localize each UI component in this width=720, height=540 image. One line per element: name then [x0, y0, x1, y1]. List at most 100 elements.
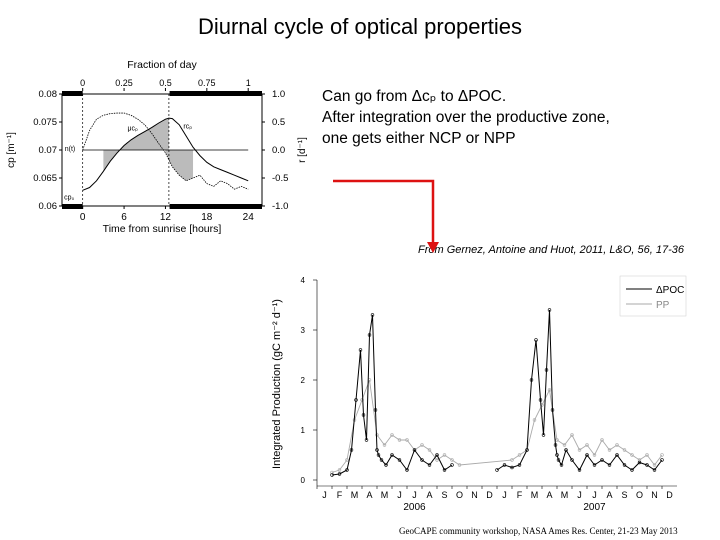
- month-tick-label: J: [412, 490, 417, 500]
- note-line-2: After integration over the productive zo…: [322, 109, 610, 126]
- dpoc-point: [384, 463, 388, 467]
- y-left-axis-label: cp [m⁻¹]: [6, 132, 17, 168]
- pp-point: [435, 458, 439, 462]
- dpoc-point: [577, 468, 582, 472]
- dpoc-point: [585, 453, 589, 457]
- dpoc-point: [547, 308, 552, 312]
- month-tick-label: S: [441, 490, 447, 500]
- legend-label-pp: PP: [656, 300, 670, 311]
- pp-point: [562, 443, 567, 447]
- x-axis-label: Time from sunrise [hours]: [103, 223, 222, 235]
- dpoc-point: [349, 448, 354, 452]
- dpoc-point: [645, 463, 649, 467]
- dpoc-point: [358, 348, 363, 352]
- note-line-1: Can go from Δcₚ to ΔPOC.: [322, 88, 507, 105]
- dpoc-point: [538, 398, 543, 402]
- y-tick-label: 2: [301, 376, 306, 385]
- month-tick-label: D: [486, 490, 493, 500]
- y-left-tick-label: 0.06: [39, 201, 58, 212]
- r-series-line: [82, 112, 249, 190]
- pp-point: [645, 453, 649, 457]
- year-label-2007: 2007: [583, 502, 606, 513]
- footer: GeoCAPE community workshop, NASA Ames Re…: [399, 526, 678, 536]
- dpoc-point: [495, 468, 499, 472]
- dpoc-point: [553, 443, 558, 447]
- pp-point: [390, 433, 394, 437]
- x-top-tick-label: 0.5: [159, 78, 172, 88]
- dpoc-point: [330, 473, 334, 477]
- y-left-tick-label: 0.08: [39, 89, 58, 100]
- month-tick-label: J: [577, 490, 582, 500]
- x-tick-label: 0: [80, 212, 86, 223]
- pp-point: [652, 463, 657, 467]
- annotation-label: rcₚ: [183, 124, 192, 131]
- pp-point: [420, 443, 424, 447]
- month-tick-label: F: [517, 490, 523, 500]
- month-tick-label: J: [502, 490, 507, 500]
- dpoc-point: [427, 463, 432, 467]
- dpoc-point: [364, 438, 369, 442]
- note-line-3: one gets either NCP or NPP: [322, 130, 516, 147]
- pp-point: [622, 448, 627, 452]
- annotation-label: μcₚ: [128, 125, 139, 132]
- dpoc-point: [534, 338, 538, 342]
- dpoc-point: [541, 433, 546, 437]
- y-left-tick-label: 0.075: [33, 117, 57, 128]
- pp-point: [607, 448, 612, 452]
- year-label-2006: 2006: [403, 502, 426, 513]
- dpoc-point: [600, 458, 604, 462]
- diurnal-cycle-chart: 0 6 12 18 24 0 0.25 0.5 0.75 1 0.06 0.065 0.07 0.075 0…: [6, 59, 308, 235]
- dpoc-point: [550, 408, 555, 412]
- y-right-tick-label: 0.5: [272, 117, 285, 128]
- dpoc-point: [376, 453, 381, 457]
- x-top-axis-label: Fraction of day: [127, 59, 197, 71]
- dpoc-point: [379, 458, 384, 462]
- dpoc-point: [435, 453, 439, 457]
- dpoc-point: [556, 458, 561, 462]
- cp-series-line: [82, 117, 249, 191]
- explanation-note: Can go from Δcₚ to ΔPOC. After integrati…: [322, 86, 610, 149]
- legend-box: [619, 275, 687, 317]
- dpoc-point: [375, 448, 379, 452]
- month-tick-label: A: [546, 490, 552, 500]
- y-axis-label: Integrated Production (gC m⁻² d⁻¹): [271, 299, 283, 469]
- month-tick-label: J: [592, 490, 597, 500]
- dpoc-point: [361, 413, 366, 417]
- x-tick-label: 18: [201, 212, 213, 223]
- pp-point: [397, 438, 402, 442]
- month-tick-label: S: [621, 490, 627, 500]
- pp-point: [457, 463, 462, 467]
- dpoc-point: [607, 463, 612, 467]
- dpoc-point: [559, 463, 564, 467]
- dpoc-point: [405, 468, 409, 472]
- y-tick-label: 1: [301, 426, 306, 435]
- dpoc-point: [354, 398, 358, 402]
- y-tick-label: 4: [301, 276, 306, 285]
- pp-point: [450, 458, 454, 462]
- month-tick-label: J: [397, 490, 402, 500]
- dpoc-point: [390, 453, 394, 457]
- dpoc-series-line: [331, 314, 453, 476]
- dpoc-point: [525, 448, 529, 452]
- month-tick-label: N: [651, 490, 658, 500]
- x-top-tick-label: 1: [246, 78, 251, 88]
- pp-point: [630, 453, 634, 457]
- x-top-tick-label: 0: [80, 78, 85, 88]
- dpoc-point: [517, 463, 522, 467]
- dpoc-point: [529, 378, 534, 382]
- dpoc-point: [420, 458, 424, 462]
- x-tick-label: 24: [243, 212, 255, 223]
- month-tick-label: F: [337, 490, 343, 500]
- dpoc-series-line: [496, 309, 663, 471]
- dpoc-point: [373, 408, 378, 412]
- y-right-tick-label: -0.5: [272, 173, 288, 184]
- y-tick-label: 0: [301, 476, 306, 485]
- y-right-tick-label: 0.0: [272, 145, 285, 156]
- dpoc-point: [637, 460, 642, 465]
- month-tick-label: M: [351, 490, 359, 500]
- pp-point: [345, 458, 349, 462]
- y-left-tick-label: 0.065: [33, 173, 57, 184]
- pp-point: [592, 453, 597, 457]
- dpoc-point: [564, 448, 568, 452]
- annotation-label: n(t): [65, 146, 76, 153]
